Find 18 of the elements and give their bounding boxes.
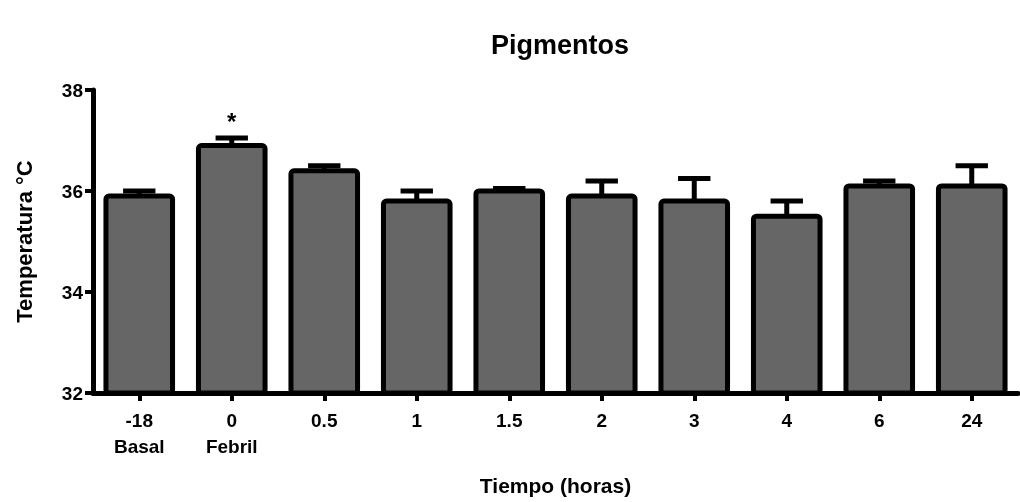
x-tick-label: 0.5 bbox=[311, 409, 338, 431]
y-tick-label: 34 bbox=[61, 281, 84, 303]
chart-title: Pigmentos bbox=[490, 29, 630, 60]
annotation: * bbox=[227, 108, 238, 136]
x-tick-label: 2 bbox=[596, 409, 608, 431]
y-tick-label: 36 bbox=[61, 180, 83, 202]
x-tick-label: 4 bbox=[781, 409, 793, 431]
y-axis-title: Temperatura °C bbox=[11, 160, 37, 323]
x-tick-label: -18 Basal bbox=[113, 409, 165, 457]
y-tick-label: 38 bbox=[61, 79, 83, 101]
x-tick-label: 0 Febril bbox=[205, 409, 258, 457]
y-tick-label: 32 bbox=[61, 382, 83, 404]
x-tick-label: 24 bbox=[961, 409, 983, 431]
x-tick-label: 1 bbox=[411, 409, 423, 431]
x-tick-label: 1.5 bbox=[496, 409, 523, 431]
x-tick-label: 6 bbox=[873, 409, 885, 431]
x-axis-title: Tiempo (horas) bbox=[479, 474, 632, 497]
x-tick-label: 3 bbox=[688, 409, 700, 431]
